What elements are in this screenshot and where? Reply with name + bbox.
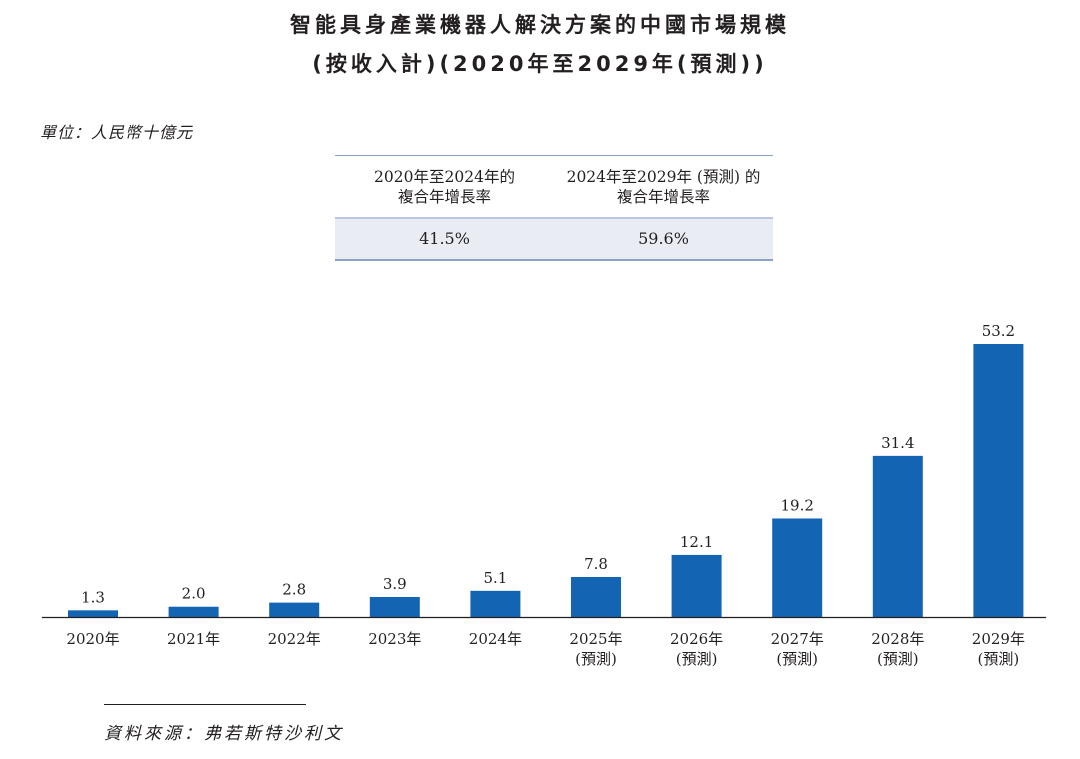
x-tick-label-1: 2021年 xyxy=(167,630,220,648)
x-tick-label-3: 2023年 xyxy=(368,630,421,648)
bar-1 xyxy=(168,606,219,617)
cagr-table: 2020年至2024年的 複合年增長率 2024年至2029年 (預測) 的 複… xyxy=(335,155,773,261)
bar-4 xyxy=(470,590,521,617)
cagr-value-2024-2029: 59.6% xyxy=(638,229,689,248)
x-tick-label-6: 2026年 xyxy=(670,630,723,648)
cagr-table-top-rule xyxy=(335,155,773,156)
bar-value-label-2: 2.8 xyxy=(282,581,306,599)
bar-5 xyxy=(571,576,621,617)
cagr-header-2024-2029: 2024年至2029年 (預測) 的 複合年增長率 xyxy=(554,167,773,207)
bar-7 xyxy=(772,518,823,617)
x-tick-sublabel-5: (預測) xyxy=(575,650,617,668)
unit-label: 單位：人民幣十億元 xyxy=(40,123,194,142)
cagr-header-2020-2024-line-1: 2020年至2024年的 xyxy=(374,167,515,186)
source-divider xyxy=(104,704,306,705)
bar-6 xyxy=(671,554,722,617)
bar-chart: 1.3 2020年 2.0 2021年 2.8 2022年 3.9 2023年 5.1 2024年… xyxy=(42,322,1046,668)
bar-3 xyxy=(369,596,420,617)
bar-2 xyxy=(269,602,320,617)
x-tick-label-4: 2024年 xyxy=(469,630,522,648)
source-note: 資料來源：弗若斯特沙利文 xyxy=(104,724,344,744)
x-tick-label-7: 2027年 xyxy=(771,630,824,648)
bar-0 xyxy=(68,610,118,617)
bar-value-label-3: 3.9 xyxy=(383,575,407,593)
x-tick-sublabel-6: (預測) xyxy=(676,650,718,668)
cagr-header-2024-2029-line-1: 2024年至2029年 (預測) 的 xyxy=(566,167,761,186)
x-tick-sublabel-9: (預測) xyxy=(978,650,1020,668)
bar-value-label-9: 53.2 xyxy=(982,322,1015,340)
chart-title-line-1: 智能具身產業機器人解決方案的中國市場規模 xyxy=(290,13,790,37)
bar-value-label-8: 31.4 xyxy=(881,434,914,452)
chart-title-line-2: (按收入計)(2020年至2029年(預測)) xyxy=(312,52,768,76)
bar-9 xyxy=(973,344,1024,617)
cagr-table-value-row: 41.5% 59.6% xyxy=(335,219,773,259)
bar-value-label-1: 2.0 xyxy=(182,585,206,603)
x-tick-label-0: 2020年 xyxy=(66,630,119,648)
x-tick-label-8: 2028年 xyxy=(871,630,924,648)
cagr-table-bottom-rule xyxy=(335,259,773,261)
cagr-table-header-row: 2020年至2024年的 複合年增長率 2024年至2029年 (預測) 的 複… xyxy=(335,156,773,217)
x-tick-label-9: 2029年 xyxy=(972,630,1025,648)
bar-value-label-5: 7.8 xyxy=(584,555,608,573)
bar-value-label-0: 1.3 xyxy=(81,588,105,606)
x-tick-label-5: 2025年 xyxy=(569,630,622,648)
x-tick-label-2: 2022年 xyxy=(268,630,321,648)
cagr-header-2020-2024: 2020年至2024年的 複合年增長率 xyxy=(335,167,554,207)
bar-value-label-4: 5.1 xyxy=(483,569,507,587)
bar-value-label-6: 12.1 xyxy=(680,533,713,551)
cagr-header-2020-2024-line-2: 複合年增長率 xyxy=(397,187,491,206)
bar-value-label-7: 19.2 xyxy=(780,496,813,514)
cagr-value-2020-2024: 41.5% xyxy=(419,229,470,248)
x-tick-sublabel-7: (預測) xyxy=(776,650,818,668)
bar-8 xyxy=(872,455,923,617)
cagr-table-mid-rule xyxy=(335,217,773,219)
x-tick-sublabel-8: (預測) xyxy=(877,650,919,668)
cagr-header-2024-2029-line-2: 複合年增長率 xyxy=(616,187,710,206)
